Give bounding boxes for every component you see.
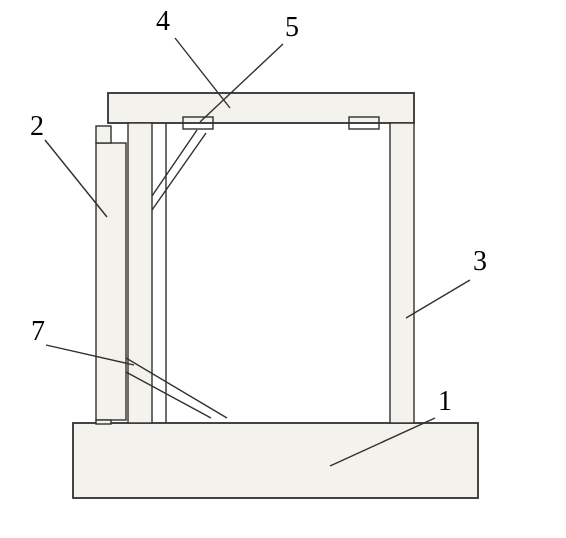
top-cap	[108, 93, 414, 123]
label-3: 3	[473, 246, 487, 277]
outer-slab	[96, 143, 126, 420]
base-plate	[73, 423, 478, 498]
diagram-canvas: 1 2 3 4 5 7	[0, 0, 566, 538]
outer-cap-bot	[96, 420, 111, 424]
label-5: 5	[285, 12, 299, 43]
leader-3	[406, 280, 470, 318]
right-column	[390, 123, 414, 423]
diag-top-1	[152, 130, 197, 196]
label-7: 7	[31, 316, 45, 347]
label-2: 2	[30, 111, 44, 142]
outer-cap-top	[96, 126, 111, 143]
label-4: 4	[156, 6, 170, 37]
left-column	[128, 123, 152, 423]
diag-top-2	[152, 133, 206, 210]
label-1: 1	[438, 386, 452, 417]
